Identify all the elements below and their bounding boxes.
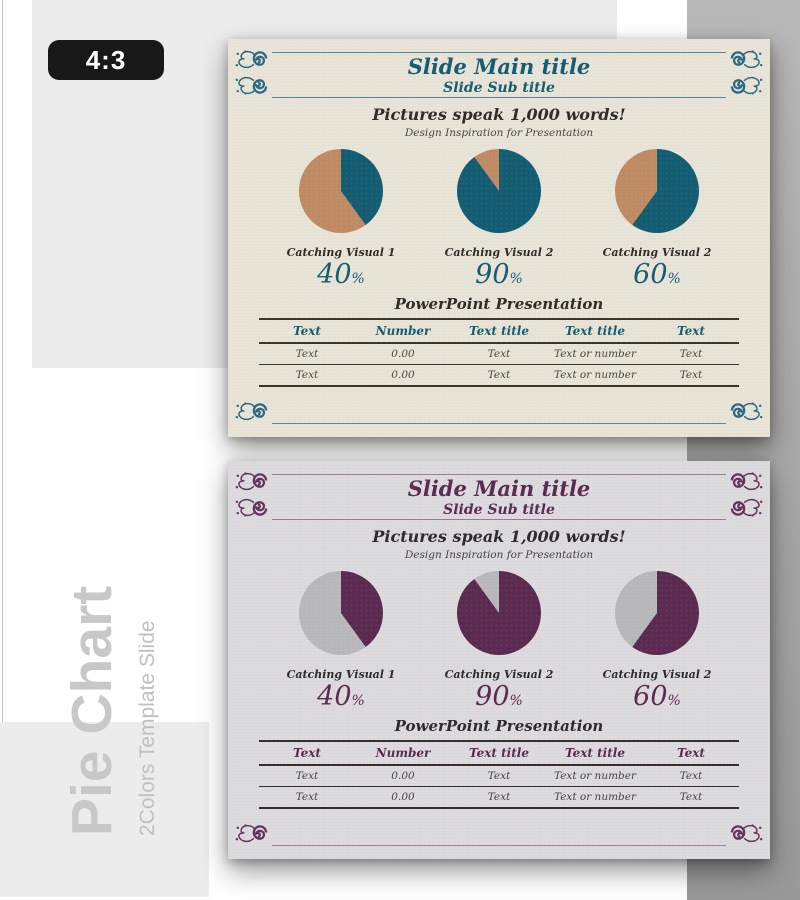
pie-chart-block: Catching Visual 2 60% [587, 571, 727, 710]
table-cell: 0.00 [355, 364, 451, 387]
aspect-ratio-badge: 4:3 [48, 40, 164, 80]
side-title: Pie Chart [60, 585, 124, 836]
background-panel-bottom-left [0, 722, 209, 897]
table-cell: Text [643, 364, 739, 387]
column-header: Text title [451, 318, 547, 344]
ornamental-rule [272, 474, 726, 475]
table-cell: Text or number [547, 765, 643, 787]
pie-chart-percent: 90% [475, 259, 523, 290]
pie-chart [299, 149, 383, 233]
data-table-section: PowerPoint Presentation Text Number Text… [259, 717, 739, 809]
ornamental-rule [272, 52, 726, 53]
pie-chart [299, 571, 383, 655]
pie-chart-block: Catching Visual 1 40% [271, 571, 411, 710]
slide-sub-title: Slide Sub title [443, 502, 555, 518]
pie-chart [615, 149, 699, 233]
column-header: Text title [451, 740, 547, 766]
column-header: Text [259, 740, 355, 766]
column-header: Text title [547, 740, 643, 766]
ornamental-rule [272, 519, 726, 520]
table-cell: Text [259, 786, 355, 809]
table-cell: 0.00 [355, 786, 451, 809]
pie-chart-block: Catching Visual 2 90% [429, 571, 569, 710]
pie-chart [615, 571, 699, 655]
pie-chart [457, 571, 541, 655]
table-cell: Text [259, 765, 355, 787]
table-cell: Text [259, 364, 355, 387]
ornamental-rule [272, 845, 726, 846]
pie-chart-label: Catching Visual 1 [286, 668, 396, 681]
table-row: Text 0.00 Text Text or number Text [259, 765, 739, 787]
column-header: Text [643, 318, 739, 344]
pie-chart-percent: 40% [317, 681, 365, 712]
column-header: Text [643, 740, 739, 766]
table-cell: Text or number [547, 364, 643, 387]
table-cell: Text [643, 786, 739, 809]
table-cell: Text or number [547, 343, 643, 365]
column-header: Text [259, 318, 355, 344]
pie-chart-label: Catching Visual 2 [444, 246, 554, 259]
pie-chart-percent: 40% [317, 259, 365, 290]
slide-headline: Pictures speak 1,000 words! [372, 105, 626, 124]
table-cell: Text [451, 364, 547, 387]
column-header: Number [355, 318, 451, 344]
flourish-icon [730, 401, 764, 422]
slide-preview-teal: Slide Main title Slide Sub title Picture… [228, 39, 770, 437]
flourish-icon [234, 401, 268, 422]
data-table: Text Number Text title Text title Text T… [259, 318, 739, 387]
table-header-row: Text Number Text title Text title Text [259, 740, 739, 766]
table-row: Text 0.00 Text Text or number Text [259, 786, 739, 809]
table-cell: Text [259, 343, 355, 365]
pie-chart [457, 149, 541, 233]
table-cell: Text [451, 786, 547, 809]
table-cell: Text [451, 765, 547, 787]
table-title: PowerPoint Presentation [394, 717, 604, 735]
side-subtitle: 2Colors Template Slide [136, 620, 159, 836]
table-cell: Text or number [547, 786, 643, 809]
left-edge-line [2, 0, 3, 897]
slide-subheadline: Design Inspiration for Presentation [404, 549, 594, 561]
flourish-icon [234, 823, 268, 844]
table-cell: 0.00 [355, 343, 451, 365]
slide-headline: Pictures speak 1,000 words! [372, 527, 626, 546]
column-header: Text title [547, 318, 643, 344]
table-cell: 0.00 [355, 765, 451, 787]
slide-main-title: Slide Main title [407, 476, 591, 501]
slide-main-title: Slide Main title [407, 54, 591, 79]
pie-chart-label: Catching Visual 1 [286, 246, 396, 259]
data-table-section: PowerPoint Presentation Text Number Text… [259, 295, 739, 387]
table-row: Text 0.00 Text Text or number Text [259, 343, 739, 365]
table-row: Text 0.00 Text Text or number Text [259, 364, 739, 387]
pie-chart-percent: 60% [633, 259, 681, 290]
pie-chart-percent: 90% [475, 681, 523, 712]
pie-chart-label: Catching Visual 2 [602, 668, 712, 681]
slide-sub-title: Slide Sub title [443, 80, 555, 96]
aspect-ratio-label: 4:3 [85, 44, 127, 75]
pie-chart-row: Catching Visual 1 40% Catching Visual 2 … [228, 571, 770, 710]
column-header: Number [355, 740, 451, 766]
slide-subheadline: Design Inspiration for Presentation [404, 127, 594, 139]
pie-chart-row: Catching Visual 1 40% Catching Visual 2 … [228, 149, 770, 288]
slide-preview-plum: Slide Main title Slide Sub title Picture… [228, 461, 770, 859]
table-cell: Text [451, 343, 547, 365]
pie-chart-percent: 60% [633, 681, 681, 712]
pie-chart-label: Catching Visual 2 [444, 668, 554, 681]
ornamental-rule [272, 423, 726, 424]
pie-chart-label: Catching Visual 2 [602, 246, 712, 259]
table-title: PowerPoint Presentation [394, 295, 604, 313]
flourish-icon [730, 823, 764, 844]
table-cell: Text [643, 765, 739, 787]
pie-chart-block: Catching Visual 2 90% [429, 149, 569, 288]
ornamental-rule [272, 97, 726, 98]
table-header-row: Text Number Text title Text title Text [259, 318, 739, 344]
pie-chart-block: Catching Visual 2 60% [587, 149, 727, 288]
table-cell: Text [643, 343, 739, 365]
data-table: Text Number Text title Text title Text T… [259, 740, 739, 809]
pie-chart-block: Catching Visual 1 40% [271, 149, 411, 288]
